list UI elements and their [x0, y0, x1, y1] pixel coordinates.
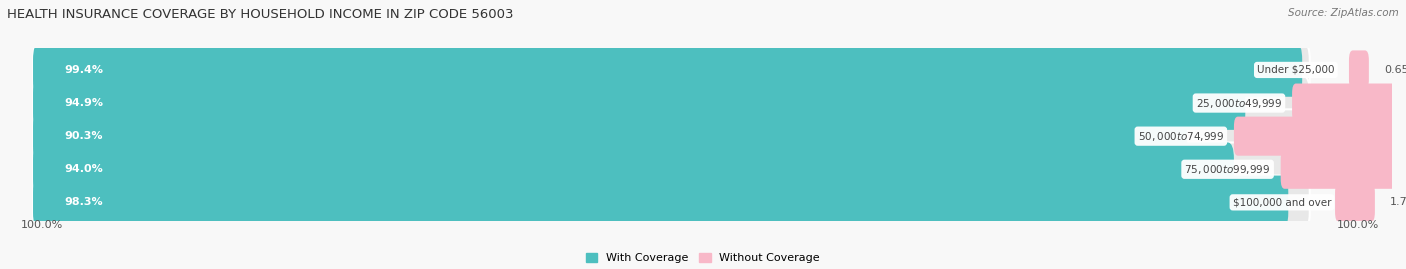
- FancyBboxPatch shape: [32, 109, 1187, 163]
- Text: 0.65%: 0.65%: [1384, 65, 1406, 75]
- Text: $75,000 to $99,999: $75,000 to $99,999: [1184, 163, 1271, 176]
- FancyBboxPatch shape: [32, 143, 1234, 196]
- Text: 100.0%: 100.0%: [1337, 220, 1379, 229]
- Text: 98.3%: 98.3%: [65, 197, 103, 207]
- Text: 1.7%: 1.7%: [1391, 197, 1406, 207]
- FancyBboxPatch shape: [1281, 150, 1402, 189]
- FancyBboxPatch shape: [1234, 117, 1406, 156]
- Text: 90.3%: 90.3%: [65, 131, 103, 141]
- Text: Under $25,000: Under $25,000: [1257, 65, 1334, 75]
- Text: $25,000 to $49,999: $25,000 to $49,999: [1197, 97, 1282, 109]
- FancyBboxPatch shape: [32, 43, 1310, 97]
- FancyBboxPatch shape: [32, 176, 1288, 229]
- Legend: With Coverage, Without Coverage: With Coverage, Without Coverage: [586, 253, 820, 263]
- FancyBboxPatch shape: [32, 76, 1246, 130]
- FancyBboxPatch shape: [32, 143, 1310, 196]
- FancyBboxPatch shape: [32, 76, 1310, 130]
- FancyBboxPatch shape: [32, 109, 1310, 163]
- Text: 94.9%: 94.9%: [65, 98, 104, 108]
- Text: HEALTH INSURANCE COVERAGE BY HOUSEHOLD INCOME IN ZIP CODE 56003: HEALTH INSURANCE COVERAGE BY HOUSEHOLD I…: [7, 8, 513, 21]
- FancyBboxPatch shape: [1336, 183, 1375, 222]
- Text: 100.0%: 100.0%: [20, 220, 63, 229]
- FancyBboxPatch shape: [32, 43, 1302, 97]
- Text: Source: ZipAtlas.com: Source: ZipAtlas.com: [1288, 8, 1399, 18]
- Text: 99.4%: 99.4%: [65, 65, 104, 75]
- Text: $100,000 and over: $100,000 and over: [1233, 197, 1331, 207]
- FancyBboxPatch shape: [32, 176, 1310, 229]
- Text: $50,000 to $74,999: $50,000 to $74,999: [1137, 130, 1225, 143]
- FancyBboxPatch shape: [1292, 83, 1396, 123]
- Text: 94.0%: 94.0%: [65, 164, 104, 174]
- FancyBboxPatch shape: [1348, 50, 1369, 90]
